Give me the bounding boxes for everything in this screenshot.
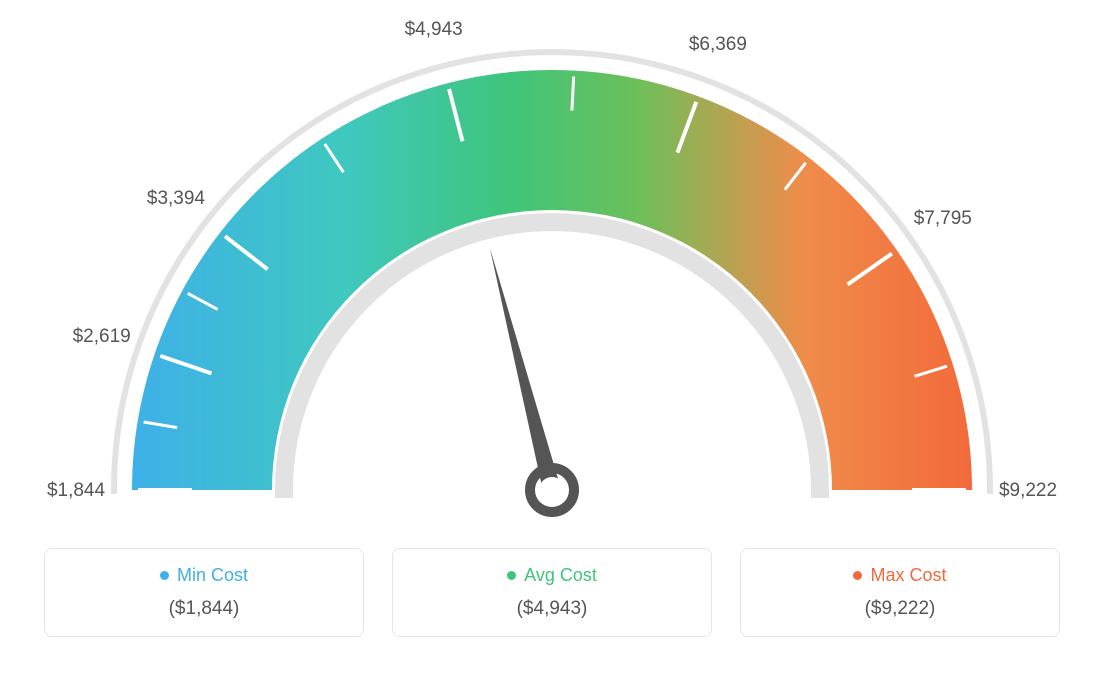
legend-label-avg: Avg Cost [413, 565, 691, 586]
legend-label-text: Max Cost [870, 565, 946, 586]
gauge-needle [490, 248, 561, 492]
legend-label-max: Max Cost [761, 565, 1039, 586]
legend-value-min: ($1,844) [65, 598, 343, 620]
legend-row: Min Cost ($1,844) Avg Cost ($4,943) Max … [20, 548, 1084, 637]
legend-card-min: Min Cost ($1,844) [44, 548, 364, 637]
gauge-tick-label: $7,795 [914, 208, 972, 229]
gauge-tick-label: $6,369 [689, 34, 747, 55]
gauge-tick-label: $9,222 [999, 480, 1057, 501]
gauge-chart: $1,844 $2,619 $3,394 $4,943 $6,369 $7,795 $9,2… [22, 20, 1082, 540]
gauge-tick-label: $3,394 [147, 188, 206, 209]
legend-card-avg: Avg Cost ($4,943) [392, 548, 712, 637]
legend-label-text: Min Cost [177, 565, 248, 586]
gauge-tick-label: $4,943 [405, 20, 463, 40]
legend-label-min: Min Cost [65, 565, 343, 586]
dot-icon [160, 571, 169, 580]
dot-icon [507, 571, 516, 580]
dot-icon [853, 571, 862, 580]
gauge-tick-label: $1,844 [47, 480, 106, 501]
legend-value-avg: ($4,943) [413, 598, 691, 620]
legend-label-text: Avg Cost [524, 565, 597, 586]
legend-value-max: ($9,222) [761, 598, 1039, 620]
gauge-tick-label: $2,619 [73, 326, 131, 347]
legend-card-max: Max Cost ($9,222) [740, 548, 1060, 637]
gauge-svg: $1,844 $2,619 $3,394 $4,943 $6,369 $7,795 $9,2… [22, 20, 1082, 540]
